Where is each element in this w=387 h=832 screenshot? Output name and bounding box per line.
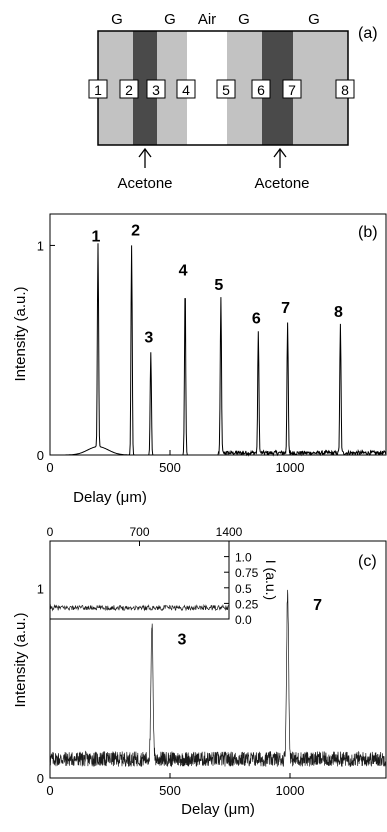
inset-trace [49, 603, 230, 612]
interface-box-8 [335, 79, 355, 99]
panel-b-peak-labels: 1 2 3 4 5 6 7 8 [92, 222, 343, 346]
x-tick-label: 0 [46, 460, 53, 475]
panel-c-ylabel: Intensity (a.u.) [12, 612, 29, 707]
peak-label: 8 [334, 304, 343, 321]
top-label-g3: G [238, 11, 250, 28]
panel-a-label: (a) [358, 25, 378, 42]
interface-box-4 [176, 79, 196, 99]
acetone-arrow-1 [138, 147, 152, 168]
acetone-arrow-2 [273, 147, 287, 168]
peak-label: 7 [281, 300, 290, 317]
y-tick-label: 0.75 [235, 566, 259, 580]
top-label-g1: G [111, 11, 123, 28]
top-label-g4: G [308, 11, 320, 28]
acetone-label-1: Acetone [117, 175, 172, 192]
interface-box-1 [88, 79, 108, 99]
x-tick-label: 1000 [276, 783, 305, 798]
interface-number-8: 8 [341, 82, 349, 98]
panel-c-peak-labels: 37 [178, 597, 323, 648]
peak-label: 5 [214, 277, 223, 294]
y-tick-label: 1 [37, 238, 44, 253]
interface-number-4: 4 [182, 82, 190, 98]
peak-label: 7 [313, 597, 322, 614]
panel-b-trace [50, 243, 387, 457]
x-tick-label: 500 [159, 460, 181, 475]
interface-number-2: 2 [125, 82, 133, 98]
panel-b-chart: (b) Intensity (a.u.) 0 500 1000 0 1 1 2 3 4 5 6 7 8 [12, 213, 387, 475]
inset-frame [49, 540, 230, 620]
panel-c-ticks: 0 500 1000 0 1 [37, 581, 305, 798]
y-tick-label: 0 [37, 771, 44, 786]
top-label-g2: G [164, 11, 176, 28]
interface-box-3 [146, 79, 166, 99]
acetone-label-2: Acetone [254, 175, 309, 192]
panel-a-schematic: G G Air G G (a) 1 2 3 4 5 6 7 8 Acet [88, 11, 378, 192]
x-tick-label: 700 [129, 525, 149, 539]
x-tick-label: 0 [46, 783, 53, 798]
top-label-air: Air [198, 11, 216, 28]
interface-number-5: 5 [222, 82, 230, 98]
interface-number-7: 7 [288, 82, 296, 98]
panel-c-trace [49, 589, 387, 768]
peak-label: 1 [92, 229, 101, 246]
interface-box-5 [216, 79, 236, 99]
panel-c-xlabel: Delay (μm) [181, 801, 255, 818]
x-tick-label: 500 [159, 783, 181, 798]
y-tick-label: 1 [37, 581, 44, 596]
peak-label: 3 [144, 329, 153, 346]
interface-box-2 [119, 79, 139, 99]
interface-box-7 [282, 79, 302, 99]
y-tick-label: 1.0 [235, 551, 252, 565]
peak-label: 3 [178, 631, 187, 648]
interface-boxes: 1 2 3 4 5 6 7 8 [88, 79, 355, 99]
x-tick-label: 1400 [216, 525, 243, 539]
interface-number-3: 3 [152, 82, 160, 98]
inset-xlabel: Delay (μm) [73, 489, 147, 506]
panel-b-ylabel: Intensity (a.u.) [12, 286, 29, 381]
y-tick-label: 0.0 [235, 613, 252, 627]
interface-box-6 [251, 79, 271, 99]
interface-number-6: 6 [257, 82, 265, 98]
peak-label: 6 [252, 310, 261, 327]
x-tick-label: 0 [47, 525, 54, 539]
inset-ylabel: I (a.u.) [263, 560, 279, 600]
interface-number-1: 1 [94, 82, 102, 98]
panel-b-ticks: 0 500 1000 0 1 [37, 238, 305, 475]
panel-c-label: (c) [358, 553, 377, 570]
peak-label: 4 [179, 262, 188, 279]
panel-b-frame [49, 213, 387, 456]
y-tick-label: 0.25 [235, 597, 259, 611]
y-tick-label: 0 [37, 448, 44, 463]
panel-b-label: (b) [358, 224, 378, 241]
panel-c-inset: Delay (μm) I (a.u.) 0 700 1400 0.0 0.5 1.0 0.2… [47, 489, 279, 627]
peak-label: 2 [131, 222, 140, 239]
x-tick-label: 1000 [276, 460, 305, 475]
y-tick-label: 0.5 [235, 582, 252, 596]
inset-ticks: 0 700 1400 0.0 0.5 1.0 0.25 0.75 [47, 525, 259, 627]
